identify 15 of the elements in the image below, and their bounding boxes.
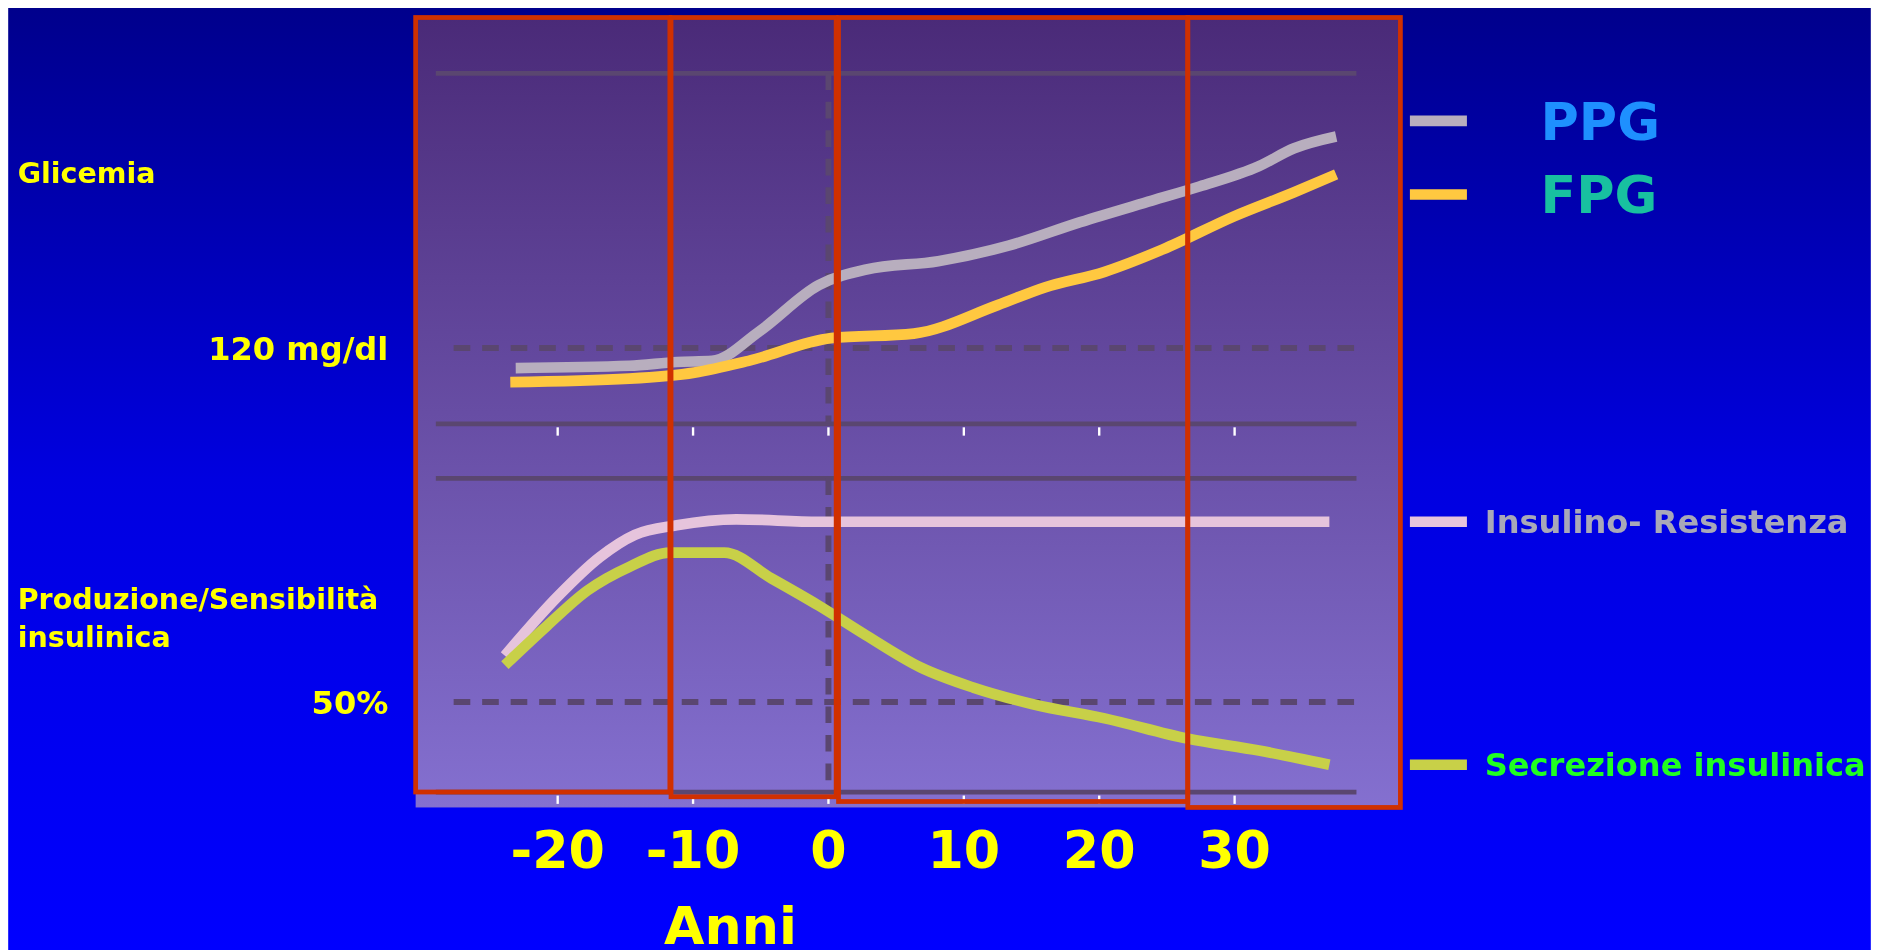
x-tick-label: 0 [810,819,847,881]
legend-label: FPG [1540,164,1658,226]
x-tick-label: 20 [1062,819,1136,881]
x-tick-label: -20 [510,819,605,881]
x-tick-label: -10 [645,819,741,881]
y-axis-title: Glicemia [17,156,156,190]
x-tick-label: 10 [927,819,1001,881]
y-axis-title: Produzione/Sensibilità insulinica [17,583,379,655]
x-axis-title: Anni [664,895,797,950]
legend-label: PPG [1540,90,1661,152]
x-tick-label: 30 [1198,819,1271,881]
legend-label: Insulino- Resistenza [1484,503,1849,542]
ref-line-label: 120 mg/dl [208,329,389,368]
text: 50% [311,683,389,722]
legend-label: Secrezione insulinica [1484,746,1866,785]
